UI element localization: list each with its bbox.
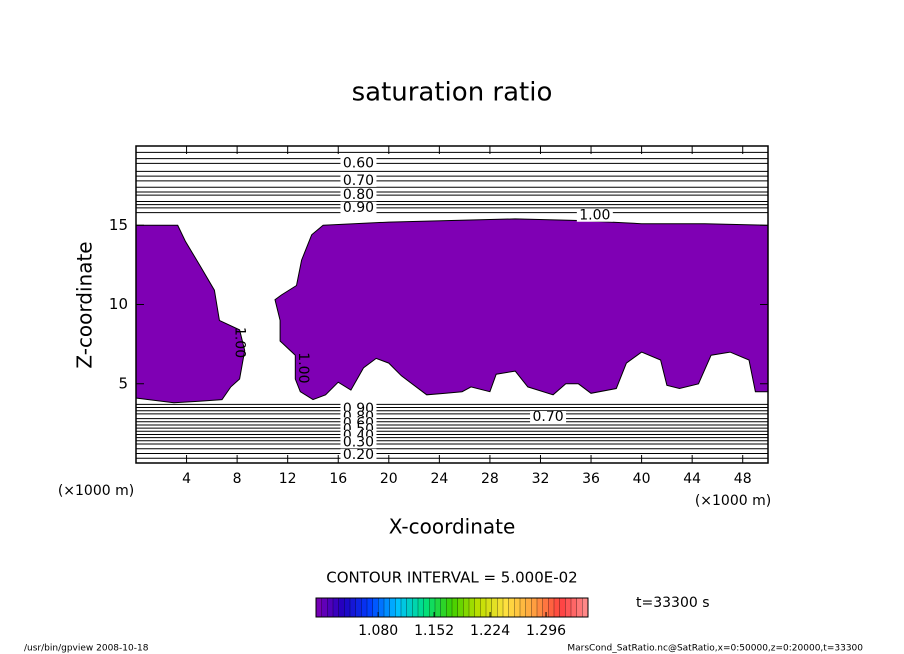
colorbar-box [457,597,464,618]
colorbar-box [417,597,425,618]
colorbar-box [338,597,345,618]
colorbar-box [474,597,481,618]
x-tick-label: 44 [683,471,701,487]
x-tick-label: 28 [481,471,499,487]
contour-label-bg [340,436,377,449]
colorbar-tick-label: 1.296 [526,623,566,639]
contour-label: 0.90 [343,200,374,216]
colorbar-box [332,597,340,618]
chart-title: saturation ratio [352,78,553,108]
x-axis-title: X-coordinate [389,515,516,539]
colorbar-box [491,597,498,618]
x-tick-label: 16 [329,471,347,487]
colorbar-box [383,597,391,618]
y-tick-label: 5 [118,374,128,392]
colorbar-box [536,597,544,618]
contour-label: 0.80 [343,187,374,203]
contour-label: 0.70 [532,409,563,425]
x-tick-label: 8 [233,471,242,487]
y-tick-label: 15 [109,216,128,234]
colorbar-box [514,597,521,618]
colorbar-box [400,597,408,618]
colorbar-box [508,597,515,618]
x-tick-label: 32 [532,471,550,487]
colorbar-box [468,597,476,618]
colorbar-box [378,597,385,618]
contour-label: 1.00 [579,208,610,224]
colorbar-box [502,597,510,618]
supersaturated-region [135,224,246,404]
colorbar-box [525,597,532,618]
colorbar-box [361,597,368,618]
colorbar-box [389,597,396,618]
colorbar-tick-label: 1.152 [414,623,454,639]
x-tick-label: 24 [430,471,448,487]
y-tick-label: 10 [109,295,128,313]
colorbar-box [344,597,351,618]
colorbar-tick-label: 1.224 [470,623,510,639]
colorbar-box [497,597,504,618]
x-tick-label: 20 [380,471,398,487]
colorbar-box [412,597,419,618]
colorbar-box [480,597,487,618]
colorbar-box [355,597,362,618]
contour-label-bg [340,157,377,170]
colorbar-box [565,597,572,618]
footer-right: MarsCond_SatRatio.nc@SatRatio,x=0:50000,… [567,644,863,654]
colorbar-box [548,597,555,618]
colorbar-box [327,597,334,618]
contour-label-bg [340,174,377,187]
x-unit-right: (×1000 m) [695,493,771,509]
colorbar-box [395,597,402,618]
x-unit-left: (×1000 m) [58,483,134,499]
contour-label-bg [340,201,377,214]
contour-label: 0.20 [343,447,374,463]
x-tick-label: 36 [582,471,600,487]
footer-left: /usr/bin/gpview 2008-10-18 [24,644,149,654]
colorbar-box [553,597,561,618]
colorbar-box [531,597,538,618]
colorbar-box [519,597,527,618]
x-tick-label: 12 [279,471,297,487]
contour-label: 1.00 [295,352,311,383]
contour-label-bg [340,449,377,462]
plot-area: 0.600.700.800.90 1.001.001.000.900.80 0.70… [135,151,769,463]
colorbar-box [559,597,566,618]
colorbar-box [434,597,442,618]
contour-label-bg [530,411,567,424]
colorbar-box [423,597,430,618]
colorbar-frame [315,597,589,618]
colorbar-box [321,597,328,618]
colorbar-box [349,597,357,618]
x-tick-label: 40 [633,471,651,487]
colorbar-box [570,597,578,618]
colorbar-box [315,597,323,618]
x-tick-label: 4 [182,471,191,487]
contour-label: 0.70 [343,173,374,189]
contour-label-bg [576,209,613,222]
supersaturated-region [274,218,769,401]
colorbar-box [582,597,589,618]
colorbar-box [366,597,374,618]
colorbar-box [485,597,493,618]
colorbar-box [406,597,413,618]
colorbar-tick-label: 1.080 [358,623,398,639]
contour-label-bg [340,189,377,202]
colorbar-box [446,597,453,618]
colorbar-box [440,597,447,618]
colorbar-box [463,597,470,618]
colorbar-box [576,597,583,618]
contour-label: 0.30 [343,434,374,450]
colorbar-box [451,597,459,618]
contour-interval: CONTOUR INTERVAL = 5.000E-02 [326,569,577,587]
time-label: t=33300 s [636,595,710,611]
contour-label: 1.00 [232,327,248,358]
y-axis-title: Z-coordinate [73,241,97,368]
x-tick-label: 48 [734,471,752,487]
contour-label: 0.60 [343,155,374,171]
